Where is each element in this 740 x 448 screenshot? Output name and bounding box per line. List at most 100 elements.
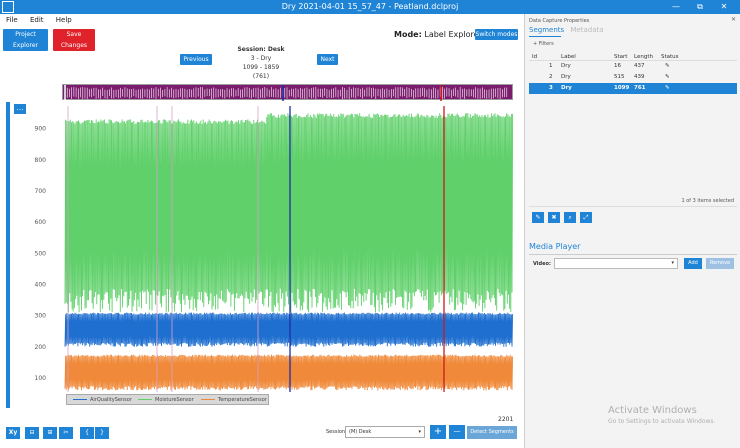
- table-row-selected[interactable]: 3 Dry 1099 761 ✎: [529, 83, 737, 94]
- overview-graph: [64, 85, 508, 101]
- data-capture-properties-panel: Data Capture Properties ✕ Segments Metad…: [524, 14, 740, 448]
- bracket-right-icon[interactable]: }: [95, 427, 109, 439]
- table-row[interactable]: 2 Dry 515 439 ✎: [529, 72, 737, 83]
- table-header: Id Label Start Length Status: [529, 52, 737, 61]
- session-label: Session:: [326, 429, 347, 435]
- segments-table: Id Label Start Length Status 1 Dry 16 43…: [529, 52, 737, 94]
- activate-windows-subtext: Go to Settings to activate Windows.: [608, 418, 716, 425]
- legend-label-moisture: MoistureSensor: [155, 397, 194, 403]
- overview-strip[interactable]: [62, 84, 513, 101]
- title-bar: Dry 2021-04-01 15_57_47 - Peatland.dclpr…: [0, 0, 740, 14]
- app-icon: [2, 1, 14, 13]
- col-label: Label: [561, 54, 576, 60]
- menu-file[interactable]: File: [6, 16, 18, 24]
- remove-segment-button[interactable]: —: [449, 425, 465, 439]
- detect-segments-button[interactable]: Detect Segments: [467, 426, 517, 439]
- selection-count: 1 of 3 items selected: [681, 198, 734, 204]
- row-id: 1: [549, 63, 553, 69]
- row-length: 439: [634, 74, 645, 80]
- y-tick-label: 800: [35, 157, 47, 164]
- col-id: Id: [532, 54, 538, 60]
- save-changes-button[interactable]: Save Changes: [53, 29, 95, 51]
- row-id: 3: [549, 85, 553, 91]
- bracket-left-icon[interactable]: {: [80, 427, 94, 439]
- mode-label: Mode:: [394, 30, 422, 39]
- legend-label-temperature: TemperatureSensor: [218, 397, 267, 403]
- sample-count: 2201: [498, 416, 514, 423]
- row-label: Dry: [561, 74, 571, 80]
- session-title: Session: Desk: [237, 46, 285, 53]
- next-button[interactable]: Next: [317, 54, 338, 65]
- col-status: Status: [661, 54, 679, 60]
- tab-underline: [529, 36, 561, 37]
- row-start: 1099: [614, 85, 630, 91]
- y-tick-label: 700: [35, 188, 47, 195]
- edit-icon[interactable]: ✎: [665, 74, 670, 80]
- menu-help[interactable]: Help: [55, 16, 72, 24]
- menu-bar: File Edit Help: [0, 14, 520, 26]
- y-tick-label: 200: [35, 344, 47, 351]
- close-button[interactable]: ✕: [720, 2, 728, 11]
- window-title: Dry 2021-04-01 15_57_47 - Peatland.dclpr…: [281, 2, 459, 11]
- y-tick-label: 900: [35, 126, 47, 133]
- y-tick-label: 600: [35, 219, 47, 226]
- chevron-down-icon: ▾: [418, 429, 421, 435]
- row-start: 515: [614, 74, 625, 80]
- y-tick-label: 400: [35, 281, 47, 288]
- row-label: Dry: [561, 85, 572, 91]
- series-line-moisturesensor: [64, 113, 514, 313]
- row-length: 761: [634, 85, 646, 91]
- legend-label-airquality: AirQualitySensor: [90, 397, 132, 403]
- legend-item-temperature: TemperatureSensor: [201, 396, 267, 405]
- series-line-temperaturesensor: [64, 354, 514, 391]
- series-line-airqualitysensor: [64, 312, 514, 347]
- y-tick-label: 500: [35, 250, 47, 257]
- grid-icon[interactable]: ⊞: [43, 427, 57, 439]
- add-segment-button[interactable]: +: [430, 425, 446, 439]
- legend-item-airquality: AirQualitySensor: [73, 396, 132, 405]
- search-icon[interactable]: ⌕: [564, 212, 576, 223]
- session-info: Session: Desk 3 - Dry 1099 - 1859 (761): [236, 45, 286, 81]
- lock-icon[interactable]: ⊟: [25, 427, 39, 439]
- edit-segment-icon[interactable]: ✎: [532, 212, 544, 223]
- xy-tool[interactable]: Xy: [6, 427, 20, 439]
- mode-indicator: Mode: Label Explorer: [394, 30, 482, 39]
- row-id: 2: [549, 74, 553, 80]
- chart-panel[interactable]: 100 200 300 400 500 600 700 800 900: [6, 102, 518, 408]
- session-select-value: (M) Desk: [349, 429, 372, 435]
- legend-item-moisture: MoistureSensor: [138, 396, 194, 405]
- delete-icon[interactable]: ✖: [548, 212, 560, 223]
- segment-name: 3 - Dry: [250, 55, 272, 62]
- mode-value: Label Explorer: [424, 30, 482, 39]
- activate-windows-watermark: Activate Windows: [608, 405, 697, 416]
- panel-close-icon[interactable]: ✕: [730, 16, 736, 23]
- row-label: Dry: [561, 63, 571, 69]
- filters-toggle[interactable]: + Filters: [533, 41, 554, 47]
- chevron-down-icon: ▾: [671, 260, 674, 266]
- hide-icon[interactable]: ⤢: [580, 212, 592, 223]
- chart-menu-button[interactable]: …: [14, 104, 26, 114]
- restore-button[interactable]: ⧉: [697, 2, 703, 11]
- edit-icon[interactable]: ✎: [665, 85, 670, 91]
- divider: [529, 206, 737, 207]
- edit-icon[interactable]: ✎: [665, 63, 670, 69]
- switch-modes-button[interactable]: Switch modes: [475, 29, 518, 40]
- chart-legend: AirQualitySensor MoistureSensor Temperat…: [66, 394, 269, 405]
- bottom-toolbar: Xy ⊟ ⊞ ✂ { } Session: (M) Desk ▾ + — Det…: [0, 424, 520, 448]
- y-tick-label: 100: [35, 375, 47, 382]
- tab-segments[interactable]: Segments: [529, 26, 565, 34]
- remove-video-button[interactable]: Remove: [706, 258, 734, 269]
- media-player-title: Media Player: [529, 242, 581, 251]
- sensor-chart[interactable]: 100 200 300 400 500 600 700 800 900: [10, 102, 522, 408]
- scissors-icon[interactable]: ✂: [59, 427, 73, 439]
- add-video-button[interactable]: Add: [684, 258, 702, 269]
- project-explorer-button[interactable]: Project Explorer: [3, 29, 48, 51]
- video-select[interactable]: ▾: [554, 258, 678, 269]
- minimize-button[interactable]: —: [672, 2, 680, 11]
- session-select[interactable]: (M) Desk ▾: [345, 426, 425, 438]
- tab-metadata[interactable]: Metadata: [570, 26, 604, 34]
- previous-button[interactable]: Previous: [180, 54, 212, 65]
- table-row[interactable]: 1 Dry 16 437 ✎: [529, 61, 737, 72]
- row-length: 437: [634, 63, 645, 69]
- menu-edit[interactable]: Edit: [29, 16, 44, 24]
